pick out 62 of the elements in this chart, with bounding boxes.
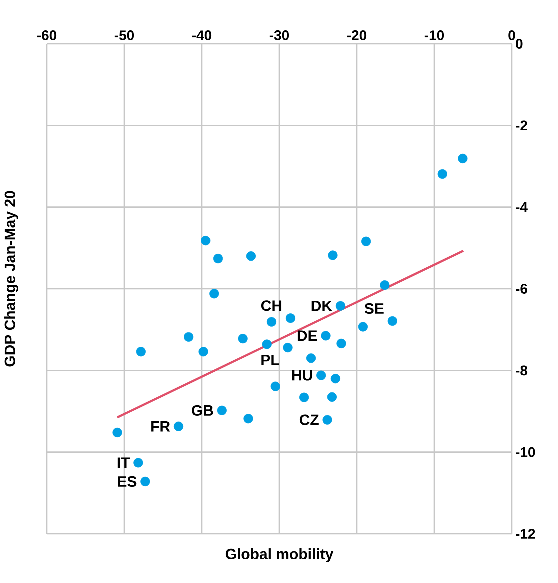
point — [184, 332, 194, 342]
y-tick-label: -10 — [516, 447, 536, 458]
point — [438, 169, 448, 180]
y-tick-label: -8 — [516, 366, 528, 376]
annotation: FR — [152, 421, 170, 432]
point — [266, 317, 277, 327]
annotation: GB — [192, 405, 214, 416]
point — [306, 354, 316, 364]
x-tick-label: -60 — [37, 30, 57, 40]
point — [330, 374, 340, 384]
x-tick-label: -40 — [192, 30, 212, 40]
point — [286, 314, 296, 324]
point — [136, 347, 146, 357]
point — [362, 236, 372, 246]
point — [198, 347, 208, 357]
point — [244, 414, 254, 424]
annotation: ES — [118, 476, 137, 488]
x-tick-label: -30 — [270, 30, 290, 40]
annotation: PL — [262, 354, 280, 366]
annotation: HU — [292, 370, 312, 381]
point — [262, 340, 272, 350]
point — [112, 428, 122, 438]
point — [316, 370, 326, 380]
annotation: SE — [364, 303, 384, 314]
point — [380, 280, 390, 290]
annotation: CZ — [300, 414, 319, 426]
y-tick-label: -2 — [516, 120, 528, 131]
x-tick-label: -50 — [114, 30, 134, 40]
point — [336, 301, 346, 311]
point — [238, 334, 248, 344]
x-tick-label: -10 — [424, 30, 444, 40]
point — [458, 154, 468, 164]
point — [134, 458, 144, 468]
point — [174, 422, 184, 432]
x-tick-label: -20 — [347, 30, 367, 40]
point — [246, 252, 256, 262]
y-axis-title: GDP Change Jan-May 20 — [4, 191, 18, 367]
point — [388, 316, 398, 326]
point — [140, 476, 150, 487]
point — [283, 342, 293, 353]
point — [210, 289, 220, 299]
annotation: DK — [312, 300, 332, 312]
y-tick-label: -6 — [516, 284, 528, 294]
point — [300, 392, 310, 402]
y-tick-label: 0 — [516, 39, 523, 49]
y-tick-label: -12 — [516, 529, 536, 539]
point — [270, 382, 280, 392]
point — [336, 338, 346, 349]
point — [201, 236, 211, 246]
point — [358, 322, 368, 332]
annotation: DE — [298, 330, 318, 342]
point — [322, 415, 332, 425]
point — [213, 254, 224, 264]
point — [328, 250, 338, 260]
point — [217, 406, 227, 416]
annotation: IT — [118, 458, 130, 468]
y-tick-label: -4 — [516, 202, 528, 212]
x-tick-label: 0 — [508, 30, 516, 40]
point — [321, 331, 331, 341]
annotation: CH — [261, 300, 282, 312]
point — [327, 392, 337, 402]
x-axis-title: Global mobility — [226, 548, 334, 563]
